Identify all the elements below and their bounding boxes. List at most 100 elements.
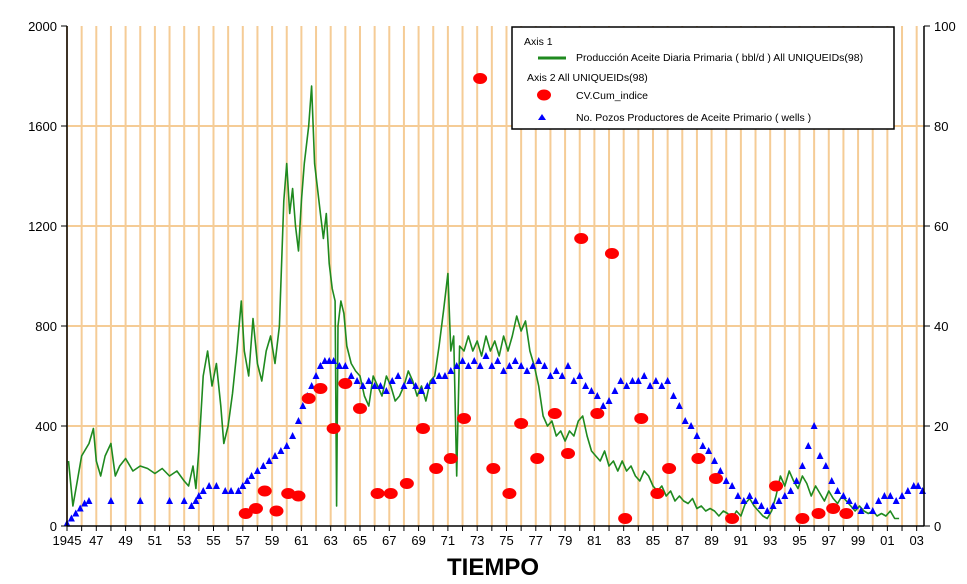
wells-marker	[705, 447, 713, 454]
legend-wells-swatch	[538, 114, 546, 120]
production-line	[67, 85, 900, 520]
wells-marker	[711, 457, 719, 464]
wells-marker	[587, 387, 595, 394]
cv-marker	[708, 473, 723, 484]
wells-marker	[752, 497, 760, 504]
wells-marker	[253, 467, 261, 474]
wells-marker	[693, 432, 701, 439]
wells-marker	[845, 497, 853, 504]
wells-marker	[81, 499, 89, 507]
wells-marker	[447, 367, 455, 374]
wells-marker	[248, 472, 256, 479]
wells-marker	[188, 502, 196, 509]
wells-marker	[546, 372, 554, 379]
y1-tick-label: 400	[35, 419, 57, 434]
wells-marker	[321, 357, 329, 364]
wells-marker	[371, 382, 379, 389]
wells-marker	[839, 492, 847, 499]
wells-marker	[570, 377, 578, 384]
cv-marker	[443, 453, 458, 464]
axes-layer: 0 400 800 1200 1600 2000 0 20 40 60 80 100 1945 47 49 5…	[28, 19, 956, 548]
wells-marker	[623, 382, 631, 389]
cv-marker	[650, 488, 665, 499]
cv-marker	[338, 378, 353, 389]
y2-tick-label: 20	[934, 419, 948, 434]
wells-marker	[265, 457, 273, 464]
wells-marker	[910, 482, 918, 489]
wells-marker	[769, 502, 777, 509]
wells-marker	[192, 497, 200, 504]
x-tick-label: 53	[177, 533, 191, 548]
x-tick-label: 55	[206, 533, 220, 548]
wells-marker	[412, 382, 420, 389]
cv-marker	[634, 413, 649, 424]
x-tick-label: 79	[558, 533, 572, 548]
wells-marker	[605, 397, 613, 404]
wells-marker	[582, 382, 590, 389]
cv-marker	[291, 490, 306, 502]
y1-tick-label: 1600	[28, 119, 57, 134]
wells-marker	[347, 372, 355, 379]
wells-marker	[716, 467, 724, 474]
wells-marker	[810, 422, 818, 429]
x-tick-label: 47	[89, 533, 103, 548]
wells-marker	[312, 372, 320, 379]
wells-marker	[541, 362, 549, 369]
wells-marker	[611, 387, 619, 394]
wells-marker	[798, 462, 806, 469]
legend-cv-swatch	[537, 89, 551, 101]
wells-marker	[277, 447, 285, 454]
cv-marker	[795, 513, 810, 524]
x-tick-label: 87	[675, 533, 689, 548]
cv-marker	[238, 508, 253, 519]
cv-marker	[429, 463, 444, 474]
wells-marker	[834, 487, 842, 494]
wells-marker	[330, 357, 338, 364]
wells-marker	[634, 377, 642, 384]
cv-marker	[547, 408, 562, 419]
x-tick-label: 97	[822, 533, 836, 548]
wells-marker	[180, 497, 188, 504]
wells-marker	[107, 497, 115, 504]
wells-marker	[299, 402, 307, 409]
wells-marker	[529, 362, 537, 369]
wells-marker	[476, 362, 484, 369]
wells-marker	[886, 492, 894, 499]
x-axis-title: TIEMPO	[447, 554, 539, 579]
legend-axis1-header: Axis 1	[524, 36, 553, 48]
wells-marker	[67, 514, 75, 522]
wells-marker	[205, 482, 213, 489]
wells-marker	[664, 377, 672, 384]
wells-marker	[212, 482, 220, 489]
legend-production-label: Producción Aceite Diaria Primaria ( bbl/…	[576, 52, 863, 64]
wells-marker	[365, 377, 373, 384]
wells-marker	[316, 362, 324, 369]
wells-marker	[482, 352, 490, 359]
x-tick-label: 01	[880, 533, 894, 548]
x-tick-label: 99	[851, 533, 865, 548]
wells-marker	[195, 492, 203, 499]
wells-marker	[628, 377, 636, 384]
wells-marker	[869, 507, 877, 514]
wells-marker	[728, 482, 736, 489]
y2-tick-label: 100	[934, 19, 956, 34]
wells-marker	[816, 452, 824, 459]
wells-marker	[904, 487, 912, 494]
y2-tick-label: 80	[934, 119, 948, 134]
wells-marker	[828, 477, 836, 484]
wells-marker	[775, 497, 783, 504]
cv-marker	[473, 73, 488, 84]
wells-marker	[423, 382, 431, 389]
wells-marker	[388, 377, 396, 384]
y2-tick-label: 60	[934, 219, 948, 234]
wells-marker	[517, 362, 525, 369]
cv-marker	[313, 383, 328, 394]
wells-marker	[564, 362, 572, 369]
wells-marker	[166, 497, 174, 504]
wells-marker	[435, 372, 443, 379]
x-tick-label: 71	[441, 533, 455, 548]
cv-marker	[457, 413, 472, 424]
cv-marker	[839, 508, 854, 519]
wells-marker	[687, 422, 695, 429]
